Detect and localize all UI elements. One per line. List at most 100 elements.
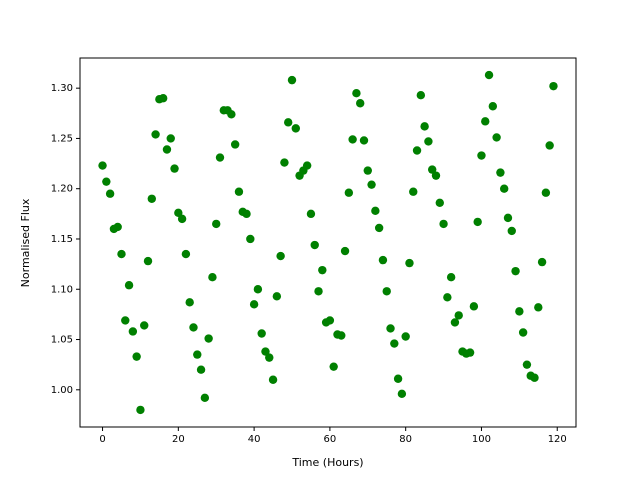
y-tick-label: 1.25 — [51, 133, 73, 144]
point — [227, 110, 236, 119]
point — [181, 249, 191, 259]
point — [113, 222, 122, 232]
point — [428, 165, 437, 174]
point — [515, 307, 524, 316]
point — [200, 393, 210, 403]
point — [121, 316, 130, 325]
point — [424, 137, 433, 146]
point — [158, 94, 168, 103]
point — [204, 334, 213, 343]
point — [499, 184, 509, 193]
point — [314, 287, 323, 296]
point — [393, 374, 403, 383]
point — [450, 318, 460, 327]
point — [367, 180, 376, 189]
point — [162, 145, 172, 154]
point — [212, 219, 221, 229]
point — [196, 365, 206, 374]
point — [409, 187, 418, 196]
point — [481, 117, 490, 126]
point — [166, 134, 175, 143]
point — [306, 209, 316, 219]
plot-frame — [79, 57, 577, 428]
point — [193, 350, 202, 359]
point — [397, 389, 407, 399]
point — [443, 293, 452, 302]
point — [344, 188, 354, 197]
point — [276, 251, 285, 261]
point — [488, 102, 498, 111]
point — [102, 177, 111, 186]
point — [265, 353, 274, 362]
point — [484, 70, 494, 80]
point — [420, 122, 429, 131]
point — [545, 141, 554, 150]
point — [386, 324, 395, 333]
point — [117, 249, 126, 259]
y-axis-label: Normalised Flux — [19, 198, 32, 287]
point — [401, 332, 410, 341]
point — [522, 360, 532, 369]
point — [530, 373, 539, 382]
point — [234, 187, 244, 196]
x-tick-label: 40 — [248, 434, 261, 445]
x-tick-label: 60 — [324, 434, 337, 445]
point — [405, 258, 414, 268]
x-tick-label: 0 — [99, 434, 105, 445]
y-tick-label: 1.30 — [51, 83, 73, 94]
point — [174, 208, 183, 218]
point — [477, 151, 486, 160]
point — [98, 161, 107, 170]
point — [124, 281, 134, 290]
point — [284, 118, 293, 127]
point — [496, 168, 505, 177]
x-axis-label: Time (Hours) — [291, 456, 363, 469]
point — [537, 257, 547, 267]
point — [431, 171, 441, 180]
point — [291, 124, 300, 133]
point — [492, 133, 501, 142]
point — [310, 240, 319, 250]
point — [473, 217, 482, 227]
point — [246, 234, 255, 244]
y-tick-label: 1.00 — [51, 385, 73, 396]
point — [128, 327, 138, 336]
y-tick-label: 1.10 — [51, 284, 73, 295]
point — [242, 209, 251, 219]
x-tick-label: 20 — [172, 434, 185, 445]
point — [140, 321, 149, 330]
point — [465, 348, 475, 357]
point — [253, 285, 263, 294]
point — [363, 166, 372, 175]
point — [268, 375, 278, 384]
point — [325, 316, 335, 325]
point — [177, 214, 187, 224]
x-tick-label: 80 — [399, 434, 412, 445]
point — [454, 311, 463, 320]
point — [272, 292, 282, 301]
y-tick-label: 1.15 — [51, 234, 73, 245]
x-tick-label: 100 — [472, 434, 491, 445]
point — [208, 272, 217, 282]
point — [435, 198, 444, 207]
point — [352, 88, 361, 98]
point — [249, 300, 259, 309]
point — [371, 206, 380, 216]
point — [416, 91, 426, 100]
point — [390, 339, 399, 348]
y-tick-label: 1.05 — [51, 335, 73, 346]
point — [337, 331, 346, 340]
point — [378, 255, 388, 265]
point — [287, 75, 297, 85]
point — [541, 188, 551, 197]
point — [446, 272, 456, 282]
point — [230, 140, 240, 149]
point — [105, 189, 115, 198]
point — [374, 223, 384, 233]
x-tick-label: 120 — [548, 434, 567, 445]
point — [329, 362, 338, 371]
point — [257, 329, 266, 338]
point — [534, 303, 543, 312]
